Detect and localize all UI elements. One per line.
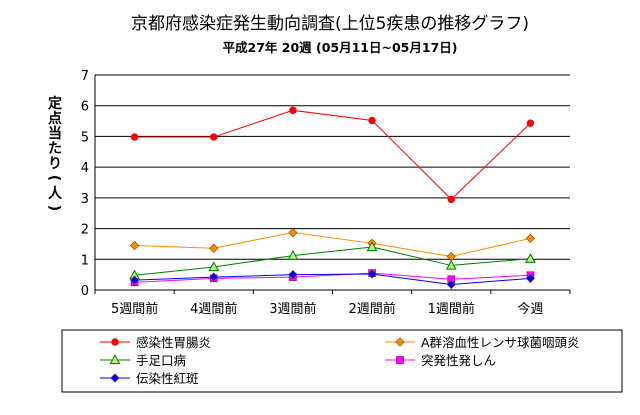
data-point — [129, 275, 140, 285]
legend-marker — [110, 373, 120, 383]
x-tick-label: 2週間前 — [348, 301, 395, 317]
legend-label: A群溶血性レンサ球菌咽頭炎 — [421, 335, 580, 350]
y-tick-label: 6 — [81, 100, 89, 115]
y-axis-label-char: 定 — [48, 95, 62, 112]
y-axis-label-char: 当 — [48, 125, 62, 142]
chart-subtitle: 平成27年 20週 (05月11日~05月17日) — [223, 40, 458, 55]
data-point — [288, 270, 298, 280]
data-point — [525, 233, 536, 244]
y-axis-label-char: り — [48, 156, 62, 172]
legend-marker — [395, 337, 405, 347]
legend-marker — [111, 338, 119, 346]
data-point — [524, 253, 536, 263]
x-tick-label: 5週間前 — [111, 301, 158, 317]
y-tick-label: 5 — [81, 130, 89, 145]
series-line — [134, 109, 531, 201]
chart-title: 京都府感染症発生動向調査(上位5疾患の推移グラフ) — [131, 14, 529, 34]
data-point — [208, 261, 220, 272]
data-point — [526, 119, 535, 127]
data-point — [446, 279, 456, 290]
legend-box — [61, 329, 623, 393]
data-point — [445, 259, 457, 270]
x-tick-label: 3週間前 — [269, 301, 316, 317]
x-tick-label: 1週間前 — [428, 301, 475, 317]
data-point — [209, 243, 219, 253]
y-tick-label: 3 — [81, 192, 89, 207]
x-tick-label: 4週間前 — [190, 301, 237, 317]
gridlines — [95, 74, 570, 260]
legend-marker — [396, 356, 404, 364]
data-point — [287, 249, 299, 260]
legend-label: 感染性胃腸炎 — [136, 335, 211, 350]
data-point — [367, 269, 377, 279]
y-tick-label: 0 — [81, 284, 89, 299]
data-point — [288, 227, 298, 238]
data-point — [368, 116, 376, 125]
series-line — [134, 273, 531, 285]
data-point — [210, 133, 218, 141]
y-tick-label: 1 — [81, 253, 89, 268]
x-tick-labels: 5週間前 4週間前 3週間前 2週間前 1週間前 今週 — [111, 301, 543, 317]
legend-label: 伝染性紅斑 — [136, 371, 199, 386]
y-axis-label-char: 人 — [48, 185, 63, 202]
axes — [94, 75, 571, 294]
y-axis-label-char: ) — [46, 205, 62, 211]
data-point — [525, 273, 536, 283]
series-line — [134, 246, 531, 276]
legend-label: 突発性発しん — [421, 353, 496, 368]
series-line — [134, 232, 531, 258]
data-point — [289, 106, 297, 115]
y-tick-label: 2 — [81, 223, 89, 238]
y-tick-labels: 0 1 2 3 4 5 6 7 — [81, 69, 89, 299]
y-tick-label: 4 — [81, 161, 89, 176]
y-axis-label-char: ( — [46, 175, 62, 181]
y-tick-label: 7 — [81, 69, 89, 84]
data-point — [366, 241, 378, 252]
legend-marker — [109, 354, 121, 365]
y-axis-label-char: た — [48, 141, 62, 157]
data-point — [129, 240, 140, 251]
y-axis-label-char: 点 — [48, 110, 62, 127]
series-line — [134, 272, 531, 283]
data-point — [130, 133, 139, 141]
legend-label: 手足口病 — [136, 353, 186, 368]
x-tick-label: 今週 — [517, 301, 543, 317]
series-lines — [129, 106, 536, 290]
data-point — [447, 195, 455, 204]
data-point — [209, 272, 219, 282]
